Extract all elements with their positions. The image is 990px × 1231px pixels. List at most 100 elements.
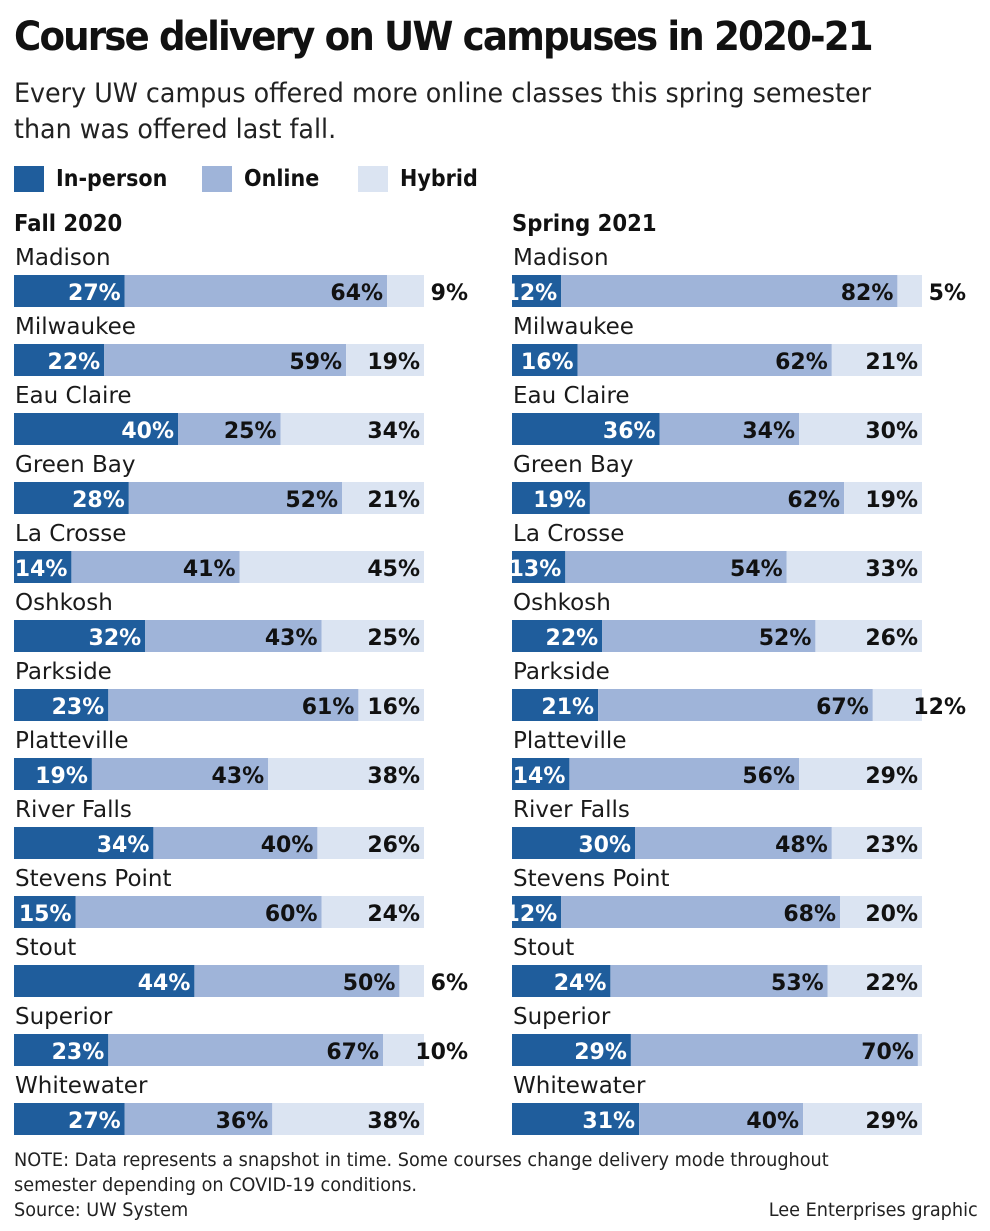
value-label-spring-superior-online: 70% — [861, 1040, 914, 1065]
bar-fall-superior-online — [108, 1034, 384, 1066]
value-label-fall-superior-online: 67% — [326, 1040, 379, 1065]
value-label-fall-la-crosse-in-person: 14% — [15, 557, 68, 582]
value-label-fall-milwaukee-hybrid: 19% — [367, 350, 420, 375]
bar-fall-green-bay-online — [128, 482, 342, 514]
bar-spring-oshkosh-hybrid — [815, 620, 922, 652]
bar-spring-parkside-online — [598, 689, 873, 721]
bar-spring-madison-in-person — [512, 275, 562, 307]
value-label-spring-platteville-hybrid: 29% — [865, 764, 918, 789]
campus-label-spring-milwaukee: Milwaukee — [513, 314, 634, 340]
value-label-spring-madison-hybrid: 5% — [929, 281, 966, 306]
value-label-spring-stout-hybrid: 22% — [865, 971, 918, 996]
bar-fall-oshkosh-in-person — [14, 620, 146, 652]
value-label-fall-eau-claire-in-person: 40% — [121, 419, 174, 444]
value-label-fall-oshkosh-in-person: 32% — [89, 626, 142, 651]
campus-label-spring-platteville: Platteville — [513, 728, 626, 754]
bar-spring-green-bay-hybrid — [844, 482, 922, 514]
value-label-spring-river-falls-in-person: 30% — [578, 833, 631, 858]
bar-spring-stevens-point-hybrid — [840, 896, 922, 928]
bar-fall-oshkosh-online — [145, 620, 322, 652]
bar-spring-la-crosse-hybrid — [786, 551, 922, 583]
value-label-fall-stout-online: 50% — [343, 971, 396, 996]
value-label-spring-platteville-in-person: 14% — [513, 764, 566, 789]
value-label-fall-stout-in-person: 44% — [138, 971, 191, 996]
value-label-fall-la-crosse-hybrid: 45% — [367, 557, 420, 582]
value-label-spring-oshkosh-hybrid: 26% — [865, 626, 918, 651]
chart-title: Course delivery on UW campuses in 2020-2… — [14, 14, 874, 60]
bar-spring-river-falls-hybrid — [831, 827, 922, 859]
campus-label-spring-oshkosh: Oshkosh — [513, 590, 611, 616]
bar-fall-la-crosse-hybrid — [239, 551, 424, 583]
campus-label-spring-superior: Superior — [513, 1004, 611, 1030]
bar-spring-platteville-online — [569, 758, 799, 790]
bar-spring-green-bay-online — [589, 482, 845, 514]
value-label-fall-stevens-point-hybrid: 24% — [367, 902, 420, 927]
value-label-fall-whitewater-in-person: 27% — [68, 1109, 121, 1134]
campus-label-spring-green-bay: Green Bay — [513, 452, 633, 478]
value-label-fall-whitewater-hybrid: 38% — [367, 1109, 420, 1134]
bar-fall-river-falls-online — [153, 827, 318, 859]
bar-fall-eau-claire-in-person — [14, 413, 178, 445]
campus-label-fall-stout: Stout — [15, 935, 76, 961]
value-label-fall-river-falls-online: 40% — [261, 833, 314, 858]
campus-label-fall-platteville: Platteville — [15, 728, 128, 754]
chart-subtitle: Every UW campus offered more online clas… — [14, 78, 872, 145]
panel-title-fall-2020: Fall 2020 — [14, 211, 123, 237]
bar-spring-oshkosh-in-person — [512, 620, 603, 652]
value-label-fall-parkside-online: 61% — [302, 695, 355, 720]
value-label-fall-oshkosh-online: 43% — [265, 626, 318, 651]
value-label-fall-madison-hybrid: 9% — [431, 281, 468, 306]
bar-fall-river-falls-hybrid — [317, 827, 424, 859]
bar-spring-superior-online — [630, 1034, 918, 1066]
bar-spring-oshkosh-online — [602, 620, 816, 652]
bar-spring-la-crosse-online — [565, 551, 787, 583]
campus-label-spring-madison: Madison — [513, 245, 609, 271]
bar-spring-eau-claire-in-person — [512, 413, 660, 445]
bar-spring-madison-online — [561, 275, 898, 307]
bar-fall-madison-hybrid — [387, 275, 424, 307]
bar-fall-river-falls-in-person — [14, 827, 154, 859]
bar-spring-parkside-in-person — [512, 689, 599, 721]
bar-spring-river-falls-online — [635, 827, 832, 859]
bar-fall-eau-claire-hybrid — [280, 413, 424, 445]
value-label-fall-milwaukee-online: 59% — [289, 350, 342, 375]
value-label-spring-milwaukee-in-person: 16% — [521, 350, 574, 375]
bar-fall-parkside-online — [108, 689, 359, 721]
bar-fall-la-crosse-in-person — [14, 551, 72, 583]
legend-swatch-online — [202, 166, 232, 192]
bar-spring-platteville-in-person — [512, 758, 570, 790]
legend-swatch-hybrid — [358, 166, 388, 192]
value-label-spring-milwaukee-hybrid: 21% — [865, 350, 918, 375]
value-label-fall-river-falls-in-person: 34% — [97, 833, 150, 858]
value-label-spring-stout-in-person: 24% — [554, 971, 607, 996]
value-label-fall-platteville-in-person: 19% — [35, 764, 88, 789]
bar-spring-stout-in-person — [512, 965, 611, 997]
campus-label-fall-milwaukee: Milwaukee — [15, 314, 136, 340]
value-label-spring-river-falls-online: 48% — [775, 833, 828, 858]
bar-spring-milwaukee-hybrid — [831, 344, 922, 376]
value-label-spring-green-bay-online: 62% — [787, 488, 840, 513]
bar-spring-green-bay-in-person — [512, 482, 590, 514]
value-label-fall-platteville-online: 43% — [212, 764, 265, 789]
value-label-fall-green-bay-hybrid: 21% — [367, 488, 420, 513]
panel-title-spring-2021: Spring 2021 — [512, 211, 657, 237]
value-label-fall-eau-claire-hybrid: 34% — [367, 419, 420, 444]
bar-fall-superior-hybrid — [383, 1034, 424, 1066]
bar-spring-whitewater-online — [639, 1103, 804, 1135]
bar-fall-madison-online — [124, 275, 388, 307]
value-label-fall-stout-hybrid: 6% — [431, 971, 468, 996]
bar-spring-stevens-point-online — [561, 896, 840, 928]
bar-spring-superior-hybrid — [917, 1034, 922, 1066]
bar-fall-green-bay-hybrid — [342, 482, 424, 514]
campus-label-fall-parkside: Parkside — [15, 659, 112, 685]
bar-fall-milwaukee-online — [104, 344, 347, 376]
value-label-fall-whitewater-online: 36% — [216, 1109, 269, 1134]
value-label-fall-madison-in-person: 27% — [68, 281, 121, 306]
bar-fall-stout-hybrid — [399, 965, 424, 997]
campus-label-fall-superior: Superior — [15, 1004, 113, 1030]
campus-label-fall-whitewater: Whitewater — [15, 1073, 148, 1099]
value-label-fall-green-bay-online: 52% — [285, 488, 338, 513]
campus-label-fall-eau-claire: Eau Claire — [15, 383, 132, 409]
value-label-fall-parkside-hybrid: 16% — [367, 695, 420, 720]
value-label-fall-milwaukee-in-person: 22% — [48, 350, 101, 375]
